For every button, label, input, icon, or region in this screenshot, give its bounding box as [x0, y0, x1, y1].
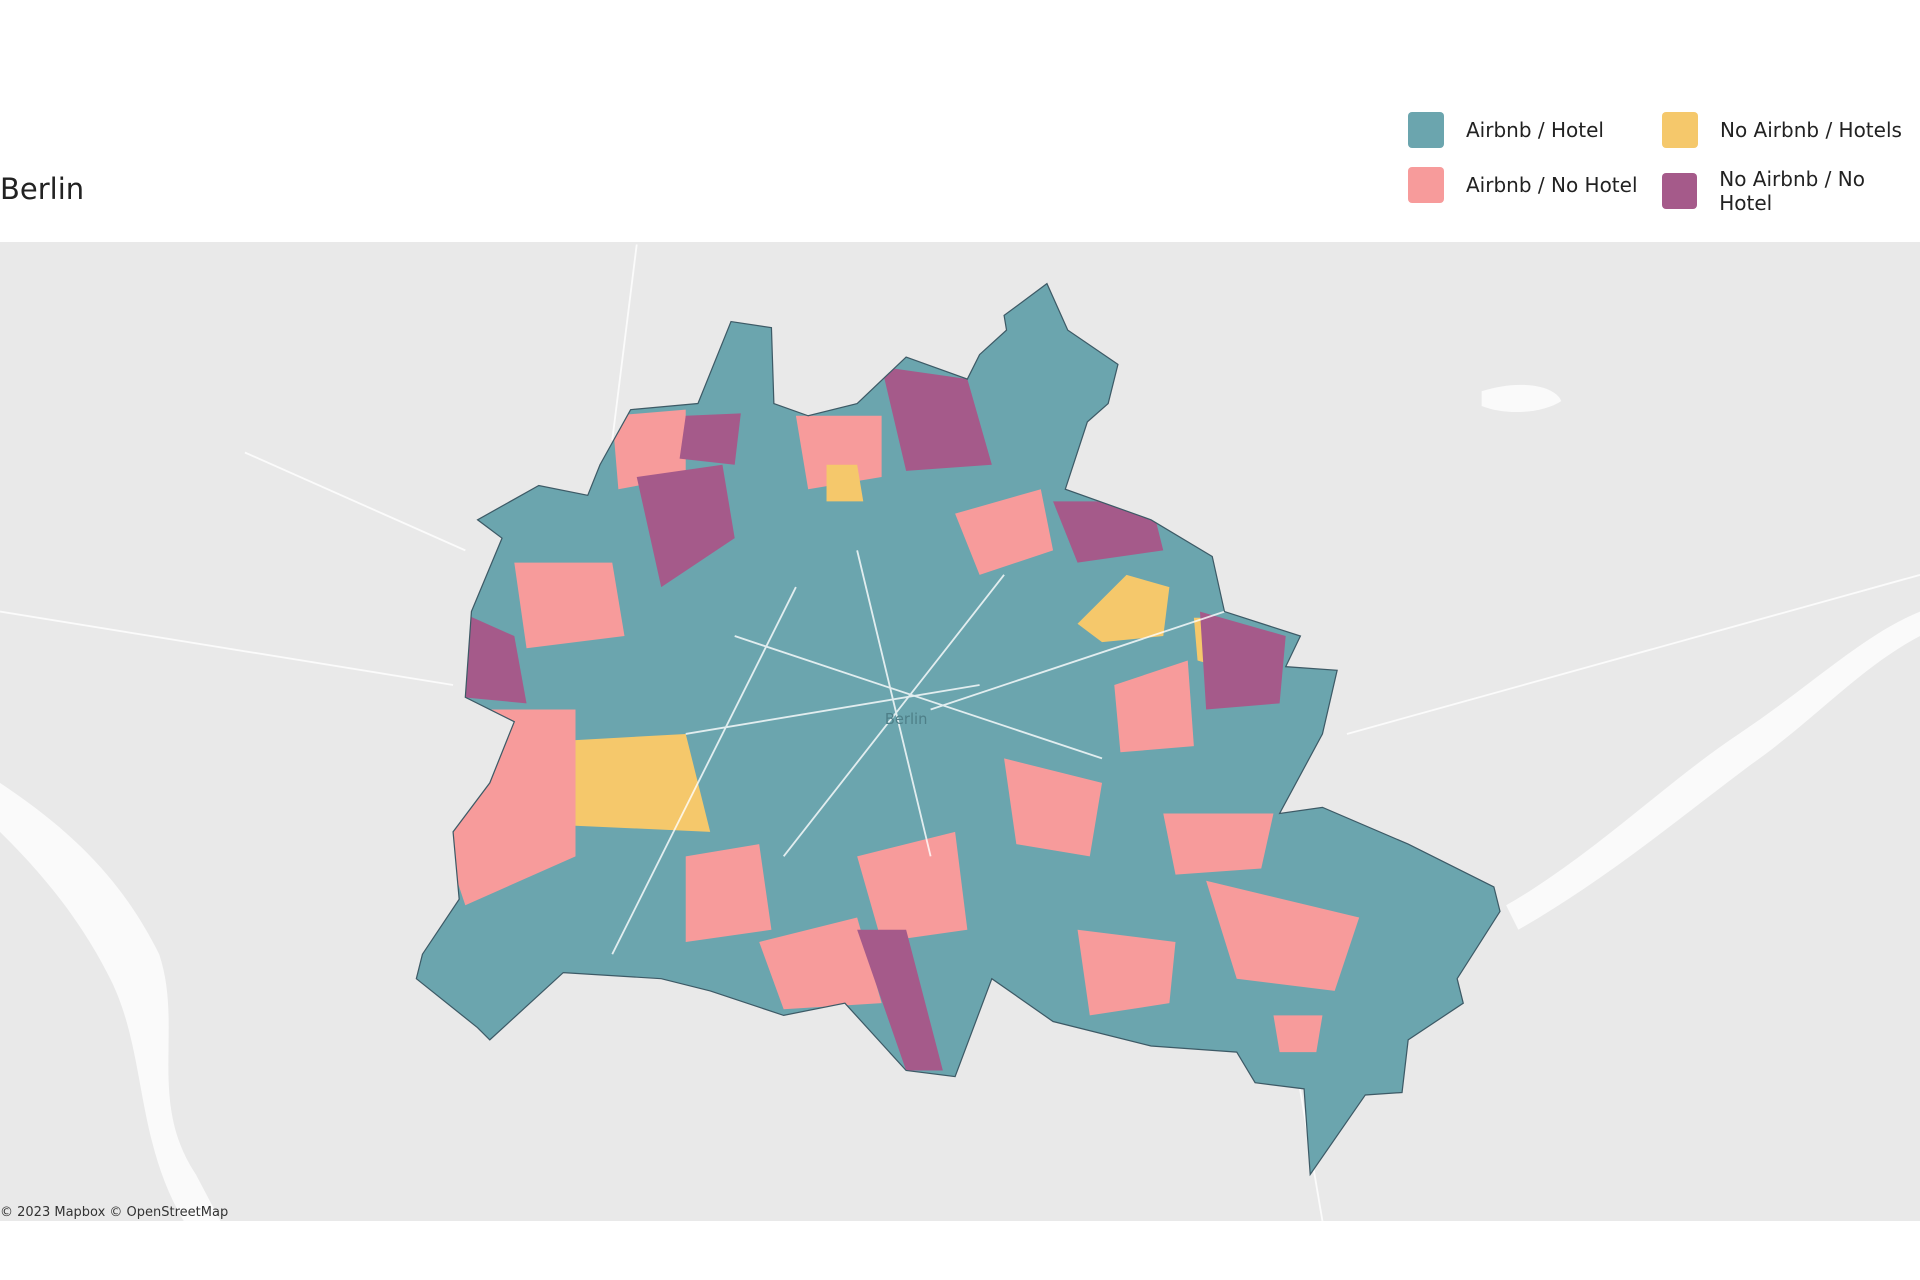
- district: [612, 409, 686, 490]
- district: [459, 611, 527, 704]
- district: [857, 929, 943, 1071]
- water: [1481, 384, 1562, 413]
- district: [685, 844, 772, 942]
- legend-label: Airbnb / No Hotel: [1466, 173, 1638, 197]
- water: [0, 782, 221, 1221]
- legend-item: No Airbnb / No Hotel: [1662, 167, 1920, 215]
- district: [795, 415, 882, 490]
- legend-swatch: [1662, 112, 1698, 148]
- district: [1053, 501, 1164, 563]
- title: Berlin: [0, 172, 85, 206]
- district: [1004, 758, 1103, 857]
- district: [857, 831, 968, 942]
- legend-label: Airbnb / Hotel: [1466, 118, 1604, 142]
- district: [1114, 660, 1194, 753]
- district: [1200, 611, 1286, 710]
- attribution: © 2023 Mapbox © OpenStreetMap: [0, 1205, 229, 1220]
- road: [611, 550, 1225, 955]
- district: [575, 733, 711, 832]
- legend-item: Airbnb / Hotel: [1408, 112, 1604, 148]
- district: [636, 464, 735, 588]
- legend-item: No Airbnb / Hotels: [1662, 112, 1902, 148]
- district: [881, 366, 992, 471]
- legend-label: No Airbnb / Hotels: [1720, 118, 1902, 142]
- legend-swatch: [1662, 173, 1698, 209]
- legend-label: No Airbnb / No Hotel: [1719, 167, 1865, 215]
- district: [759, 917, 882, 1010]
- district: [1077, 929, 1176, 1016]
- district: [826, 464, 864, 502]
- water: [1506, 611, 1920, 930]
- district: [1163, 813, 1274, 875]
- districts: [416, 283, 1500, 1175]
- district: [1273, 1015, 1323, 1053]
- legend-swatch: [1408, 167, 1444, 203]
- place-label: Berlin: [885, 711, 928, 728]
- legend-swatch: [1408, 112, 1444, 148]
- road: [0, 244, 1920, 1221]
- district: [1077, 574, 1170, 643]
- legend-item: Airbnb / No Hotel: [1408, 167, 1638, 203]
- district: [679, 413, 741, 465]
- district: [955, 489, 1054, 575]
- district: [514, 562, 625, 649]
- map[interactable]: Berlin: [0, 242, 1920, 1221]
